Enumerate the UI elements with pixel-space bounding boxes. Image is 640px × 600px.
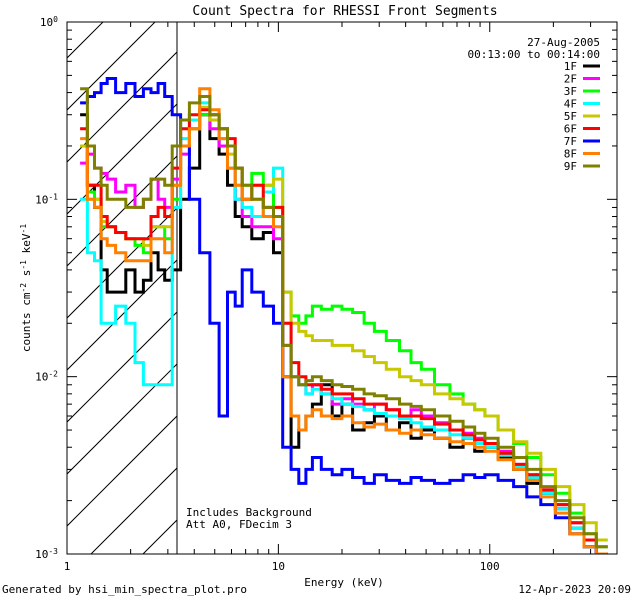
y-tick-label: 100 [40, 15, 58, 30]
date-label: 27-Aug-2005 [527, 36, 600, 49]
legend-label-8F: 8F [564, 148, 577, 161]
hatch-line [67, 155, 177, 267]
annotation-attenuator: Att A0, FDecim 3 [186, 518, 292, 531]
annotation-background: Includes Background [186, 506, 312, 519]
x-tick-label: 1 [64, 560, 71, 573]
hatch-line [67, 207, 177, 319]
legend-label-9F: 9F [564, 160, 577, 173]
series-9F [80, 87, 608, 549]
footer-generated-by: Generated by hsi_min_spectra_plot.pro [2, 583, 248, 596]
series-4F [80, 101, 608, 554]
hatch-line [67, 103, 177, 215]
y-tick-label: 10-2 [35, 369, 58, 384]
series-8F [80, 87, 608, 554]
x-tick-label: 10 [272, 560, 285, 573]
hatch-line [67, 363, 177, 475]
legend-label-1F: 1F [564, 60, 577, 73]
hatch-line [67, 311, 177, 423]
y-axis-label: counts cm-2 s-1 keV-1 [19, 224, 34, 352]
hatch-line [67, 51, 177, 163]
hatched-region [67, 22, 177, 554]
x-axis-label: Energy (keV) [304, 576, 383, 589]
x-tick-label: 100 [480, 560, 500, 573]
chart-title: Count Spectra for RHESSI Front Segments [192, 4, 497, 19]
y-tick-label: 10-3 [35, 547, 58, 562]
legend-label-4F: 4F [564, 98, 577, 111]
legend-label-5F: 5F [564, 110, 577, 123]
series-6F [80, 108, 608, 554]
legend-label-2F: 2F [564, 73, 577, 86]
legend-label-6F: 6F [564, 123, 577, 136]
legend-label-3F: 3F [564, 85, 577, 98]
legend-label-7F: 7F [564, 135, 577, 148]
y-tick-label: 10-1 [35, 192, 58, 207]
hatch-line [67, 259, 177, 371]
footer-timestamp: 12-Apr-2023 20:09 [518, 583, 631, 596]
time-range-label: 00:13:00 to 00:14:00 [468, 48, 600, 61]
hatch-line [67, 415, 177, 527]
series-7F [80, 77, 608, 554]
